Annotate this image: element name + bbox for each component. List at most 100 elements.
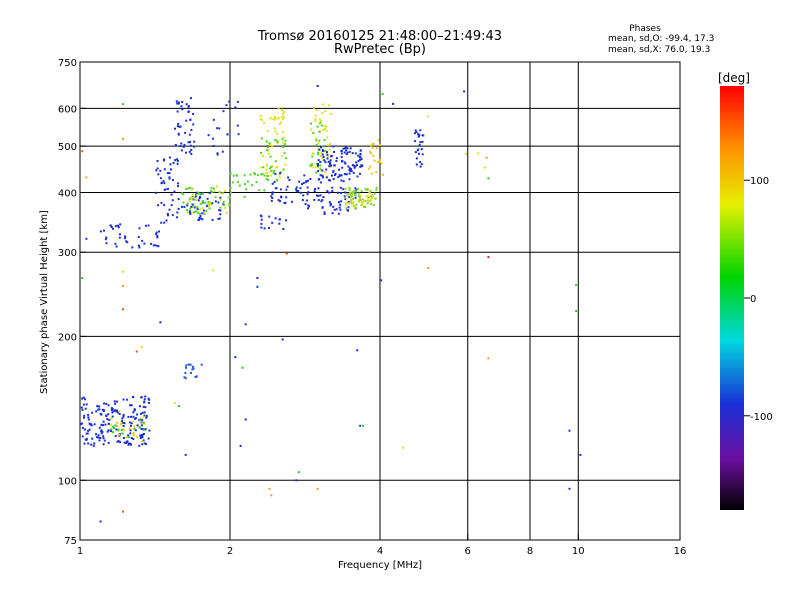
- data-point: [370, 196, 373, 199]
- data-point: [190, 188, 193, 191]
- data-point: [81, 426, 84, 429]
- data-point: [238, 184, 241, 187]
- data-point: [364, 200, 367, 202]
- data-point: [282, 168, 285, 171]
- data-point: [295, 186, 298, 189]
- data-point: [191, 211, 194, 214]
- data-point: [187, 105, 190, 107]
- data-point: [281, 141, 284, 144]
- data-point: [177, 185, 179, 188]
- chart-subtitle: RwPretec (Bp): [334, 42, 426, 57]
- data-point: [122, 137, 124, 140]
- data-point: [227, 202, 230, 205]
- data-point: [464, 152, 467, 155]
- data-point: [137, 244, 140, 247]
- data-point: [114, 435, 117, 438]
- data-point: [275, 166, 278, 168]
- data-point: [418, 152, 420, 155]
- data-point: [258, 189, 261, 192]
- data-point: [246, 180, 249, 183]
- data-point: [107, 422, 110, 425]
- data-point: [184, 377, 187, 380]
- data-point: [109, 224, 112, 227]
- data-point: [191, 365, 194, 368]
- data-point: [315, 109, 318, 112]
- data-point: [321, 198, 324, 201]
- data-point: [314, 114, 317, 117]
- data-point: [140, 396, 143, 399]
- data-point: [259, 115, 262, 117]
- data-point: [132, 433, 135, 436]
- data-point: [122, 308, 124, 311]
- data-point: [285, 188, 288, 191]
- data-point: [123, 441, 126, 444]
- data-point: [122, 398, 125, 401]
- data-point: [122, 413, 125, 416]
- data-point: [279, 200, 281, 203]
- data-point: [122, 415, 125, 418]
- data-point: [354, 191, 357, 194]
- data-point: [340, 200, 343, 203]
- colorbar-tick-label: -100: [750, 412, 773, 423]
- data-point: [343, 172, 346, 175]
- data-point: [422, 134, 425, 137]
- data-point: [350, 199, 353, 202]
- data-point: [321, 150, 324, 152]
- data-point: [180, 105, 183, 108]
- data-point: [87, 429, 90, 432]
- data-point: [314, 120, 317, 123]
- data-point: [140, 346, 143, 348]
- data-point: [259, 117, 262, 120]
- data-point: [354, 196, 357, 199]
- data-point: [338, 168, 341, 171]
- data-point: [142, 415, 145, 418]
- data-point: [129, 432, 132, 435]
- data-point: [193, 203, 196, 206]
- data-point: [193, 206, 196, 209]
- data-point: [132, 395, 134, 398]
- data-point: [195, 191, 198, 194]
- data-point: [218, 217, 221, 220]
- data-point: [128, 421, 131, 424]
- x-tick-label: 1: [77, 546, 83, 557]
- data-point: [333, 151, 335, 153]
- data-point: [125, 441, 127, 444]
- data-point: [131, 246, 134, 249]
- data-point: [98, 408, 101, 411]
- data-point: [363, 205, 366, 208]
- data-point: [133, 427, 136, 430]
- data-point: [117, 428, 120, 431]
- data-point: [104, 423, 107, 426]
- data-point: [417, 133, 420, 136]
- data-point: [81, 150, 84, 153]
- data-point: [82, 403, 85, 406]
- data-point: [207, 201, 210, 203]
- data-point: [326, 153, 329, 156]
- data-point: [162, 158, 165, 161]
- data-point: [178, 405, 180, 407]
- data-point: [354, 152, 357, 155]
- data-point: [160, 181, 163, 184]
- data-point: [402, 446, 405, 449]
- data-point: [487, 357, 490, 360]
- data-point: [196, 206, 199, 209]
- data-point: [339, 203, 342, 206]
- data-point: [318, 130, 321, 133]
- data-point: [199, 215, 202, 218]
- data-point: [359, 156, 362, 159]
- data-point: [325, 129, 328, 132]
- data-point: [353, 166, 356, 169]
- data-point: [211, 202, 214, 205]
- data-point: [210, 187, 213, 190]
- data-point: [317, 170, 320, 173]
- data-point: [98, 426, 101, 429]
- data-point: [375, 189, 378, 192]
- data-point: [310, 163, 313, 166]
- data-point: [126, 241, 129, 244]
- data-point: [263, 174, 266, 177]
- data-point: [280, 121, 282, 124]
- data-point: [225, 211, 228, 214]
- data-point: [370, 144, 373, 147]
- data-point: [95, 433, 97, 436]
- data-point: [284, 139, 287, 142]
